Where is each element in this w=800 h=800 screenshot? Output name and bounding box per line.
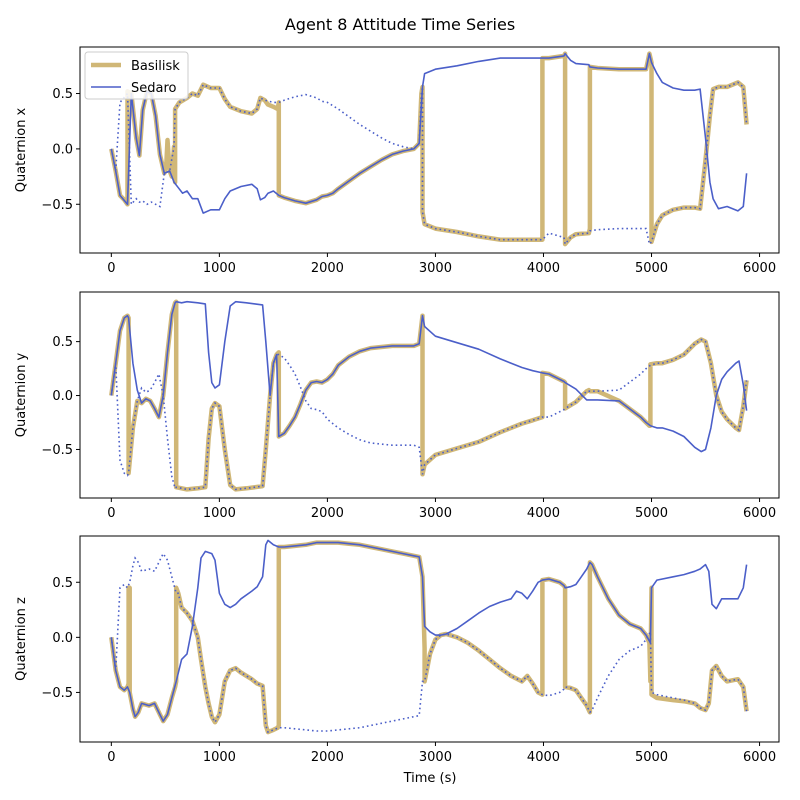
y-tick-label: 0.0 [52, 142, 73, 157]
y-tick-label: −0.5 [41, 198, 73, 213]
x-tick-label: 6000 [743, 506, 776, 521]
y-axis-label: Quaternion y [14, 352, 29, 437]
axes-frame [79, 46, 780, 254]
x-axis-label: Time (s) [403, 771, 457, 786]
y-tick-label: 0.0 [52, 389, 73, 404]
x-tick-label: 6000 [743, 750, 776, 765]
x-tick-label: 1000 [203, 261, 236, 276]
series-group [109, 51, 749, 247]
x-tick-label: 0 [107, 506, 115, 521]
legend-label-sedaro: Sedaro [131, 81, 177, 96]
y-axis-label: Quaternion z [14, 597, 29, 681]
x-tick-label: 0 [107, 261, 115, 276]
series-sedaro-line [110, 52, 748, 214]
y-tick-label: 0.5 [52, 87, 73, 102]
panel-2: 0 1000 2000 3000 4000 5000 6000 −0.5 0.0 0.5 Quate… [14, 291, 780, 521]
y-tick-label: −0.5 [41, 443, 73, 458]
panels: 0 1000 2000 3000 4000 5000 6000 −0.5 0.0 0.5 Quate… [14, 46, 780, 765]
x-tick-label: 3000 [419, 506, 452, 521]
y-tick-label: 0.0 [52, 631, 73, 646]
x-tick-label: 5000 [635, 750, 668, 765]
series-sedaro-line [110, 300, 748, 453]
series-sedaro-dotted-line [110, 81, 748, 246]
y-tick-label: −0.5 [41, 686, 73, 701]
x-tick-label: 1000 [203, 750, 236, 765]
x-tick-label: 2000 [311, 261, 344, 276]
x-tick-label: 4000 [527, 506, 560, 521]
x-tick-label: 5000 [635, 506, 668, 521]
series-sedaro-line [110, 539, 748, 722]
y-tick-label: 0.5 [52, 576, 73, 591]
series-basilisk-line [109, 51, 749, 247]
x-tick-label: 5000 [635, 261, 668, 276]
series-group [109, 539, 749, 735]
legend: Basilisk Sedaro [84, 51, 189, 100]
y-axis-label: Quaternion x [14, 107, 29, 192]
axes-frame [79, 535, 780, 743]
series-group [109, 299, 749, 492]
figure-title: Agent 8 Attitude Time Series [285, 15, 515, 34]
x-tick-label: 1000 [203, 506, 236, 521]
x-tick-label: 3000 [419, 750, 452, 765]
x-tick-label: 4000 [527, 750, 560, 765]
x-tick-label: 4000 [527, 261, 560, 276]
x-tick-label: 0 [107, 750, 115, 765]
y-tick-label: 0.5 [52, 335, 73, 350]
axes-frame [79, 291, 780, 499]
x-tick-label: 3000 [419, 261, 452, 276]
x-tick-label: 6000 [743, 261, 776, 276]
x-tick-label: 2000 [311, 750, 344, 765]
legend-label-basilisk: Basilisk [131, 59, 180, 74]
series-sedaro-dotted-line [110, 551, 748, 734]
x-tick-label: 2000 [311, 506, 344, 521]
panel-3: 0 1000 2000 3000 4000 5000 6000 −0.5 0.0 0.5 Quate… [14, 535, 780, 765]
panel-1: 0 1000 2000 3000 4000 5000 6000 −0.5 0.0 0.5 Quate… [14, 46, 780, 276]
